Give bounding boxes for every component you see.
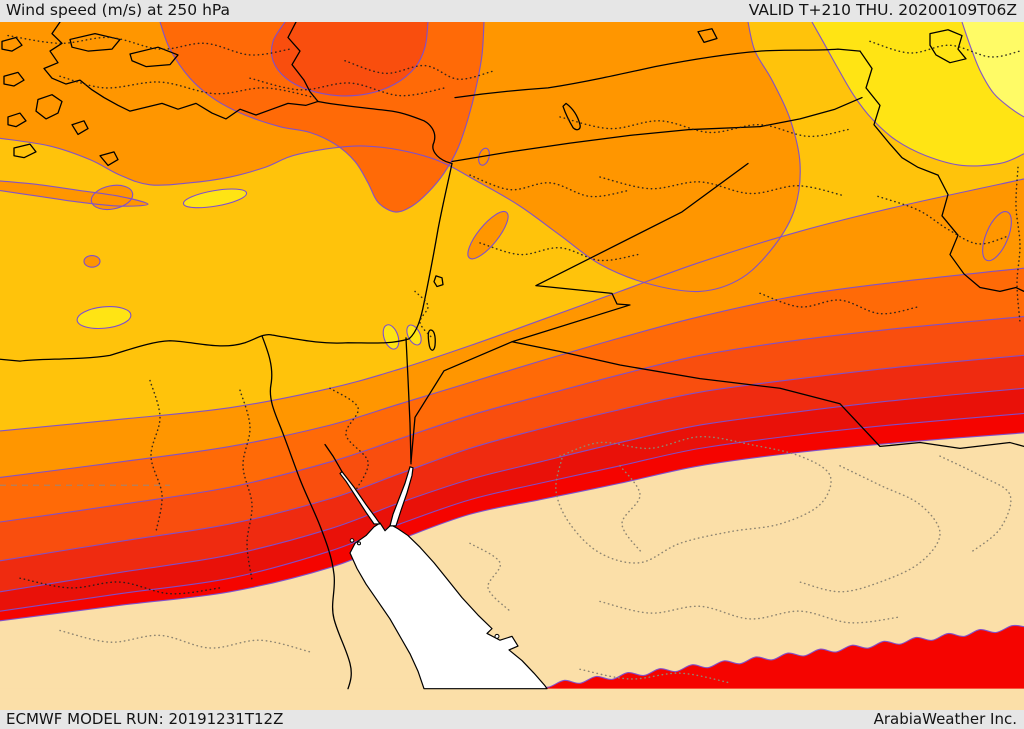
credit-label: ArabiaWeather Inc. (873, 710, 1017, 728)
model-run-label: ECMWF MODEL RUN: 20191231T12Z (6, 710, 284, 728)
coastlines-and-borders (0, 22, 1024, 690)
admin-boundaries (0, 34, 1021, 684)
valid-time-label: VALID T+210 THU. 20200109T06Z (748, 1, 1017, 20)
footer-bar: ECMWF MODEL RUN: 20191231T12Z ArabiaWeat… (0, 710, 1024, 729)
wind-speed-map (0, 22, 1024, 690)
contour-fill-bands (0, 22, 1024, 689)
map-title: Wind speed (m/s) at 250 hPa (6, 1, 231, 20)
contour-lines (0, 22, 1024, 688)
red-sea-minimum (339, 466, 548, 690)
header-bar: Wind speed (m/s) at 250 hPa VALID T+210 … (0, 0, 1024, 22)
map-canvas (0, 22, 1024, 710)
